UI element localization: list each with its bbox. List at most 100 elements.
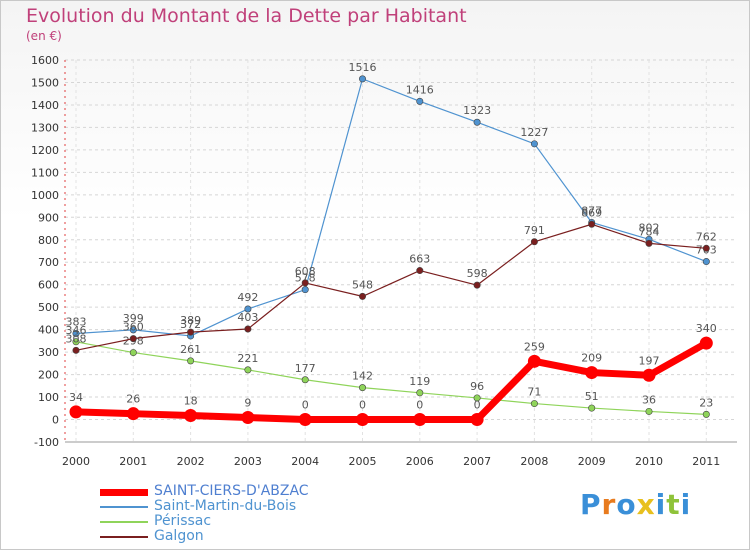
data-point [645,239,653,247]
data-point [530,400,538,408]
logo-letter: x [636,488,656,521]
y-tick-label: 1200 [31,144,59,157]
y-tick-label: 300 [38,346,59,359]
data-point [413,413,427,427]
data-label: 403 [237,311,258,324]
data-point [588,404,596,412]
data-point [530,140,538,148]
y-tick-label: -100 [34,436,59,449]
data-label: 340 [696,322,717,335]
data-label: 221 [237,352,258,365]
data-point [530,238,538,246]
y-tick-label: 1400 [31,99,59,112]
data-point [298,413,312,427]
data-point [702,244,710,252]
logo-letter: t [666,488,681,521]
data-label: 142 [352,370,373,383]
data-label: 598 [467,267,488,280]
legend-label: SAINT-CIERS-D'ABZAC [154,483,309,499]
x-tick-label: 2003 [234,455,262,468]
data-label: 0 [302,399,309,412]
data-point [244,366,252,374]
data-point [301,286,309,294]
x-tick-label: 2002 [177,455,205,468]
data-label: 177 [295,362,316,375]
data-label: 96 [470,380,484,393]
data-point [184,408,198,422]
data-label: 119 [409,375,430,388]
data-point [301,279,309,287]
data-label: 51 [585,390,599,403]
data-label: 209 [581,352,602,365]
data-label: 34 [69,391,83,404]
y-tick-label: 500 [38,301,59,314]
y-tick-label: 1300 [31,121,59,134]
data-label: 663 [409,253,430,266]
y-tick-label: 100 [38,391,59,404]
series-line [75,341,707,415]
y-tick-label: 200 [38,369,59,382]
data-point [244,305,252,313]
data-label: 0 [474,399,481,412]
data-point [416,97,424,105]
legend-label: Saint-Martin-du-Bois [154,498,297,514]
data-point [702,258,710,266]
data-label: 308 [66,332,87,345]
x-tick-label: 2000 [62,455,90,468]
x-tick-label: 2011 [692,455,720,468]
data-label: 346 [66,324,87,337]
data-point [72,338,80,346]
data-label: 0 [416,399,423,412]
data-label: 877 [581,204,602,217]
logo-letter: P [580,488,602,521]
data-point [301,376,309,384]
logo-letter: i [680,488,692,521]
data-point [699,336,713,350]
data-point [126,407,140,421]
data-label: 197 [639,354,660,367]
series-line [75,340,709,424]
data-point [129,335,137,343]
y-tick-label: 1600 [31,54,59,67]
data-point [473,281,481,289]
data-point [241,411,255,425]
series-line [75,78,707,337]
data-point [72,329,80,337]
data-point [473,118,481,126]
data-point [129,326,137,334]
legend-swatch [100,488,148,496]
data-point [527,354,541,368]
data-label: 802 [639,221,660,234]
x-tick-label: 2010 [635,455,663,468]
logo-letter: r [601,488,617,521]
data-label: 9 [244,397,251,410]
y-tick-label: 400 [38,324,59,337]
y-tick-label: 1000 [31,189,59,202]
legend-swatch [100,521,148,523]
y-tick-label: 700 [38,256,59,269]
data-label: 1516 [349,61,377,74]
data-point [416,267,424,275]
data-label: 18 [184,394,198,407]
data-point [69,405,83,419]
chart-title: Evolution du Montant de la Dette par Hab… [26,5,467,27]
data-point [470,413,484,427]
data-point [642,368,656,382]
x-tick-label: 2008 [520,455,548,468]
data-label: 389 [180,314,201,327]
data-label: 383 [66,315,87,328]
data-label: 26 [126,393,140,406]
data-point [585,366,599,380]
data-label: 372 [180,318,201,331]
chart-subtitle: (en €) [26,29,62,43]
y-tick-label: 900 [38,211,59,224]
data-point [129,349,137,357]
data-label: 261 [180,343,201,356]
data-label: 869 [581,206,602,219]
data-label: 548 [352,278,373,291]
legend-label: Galgon [154,528,204,544]
data-label: 784 [639,225,660,238]
data-label: 492 [237,291,258,304]
